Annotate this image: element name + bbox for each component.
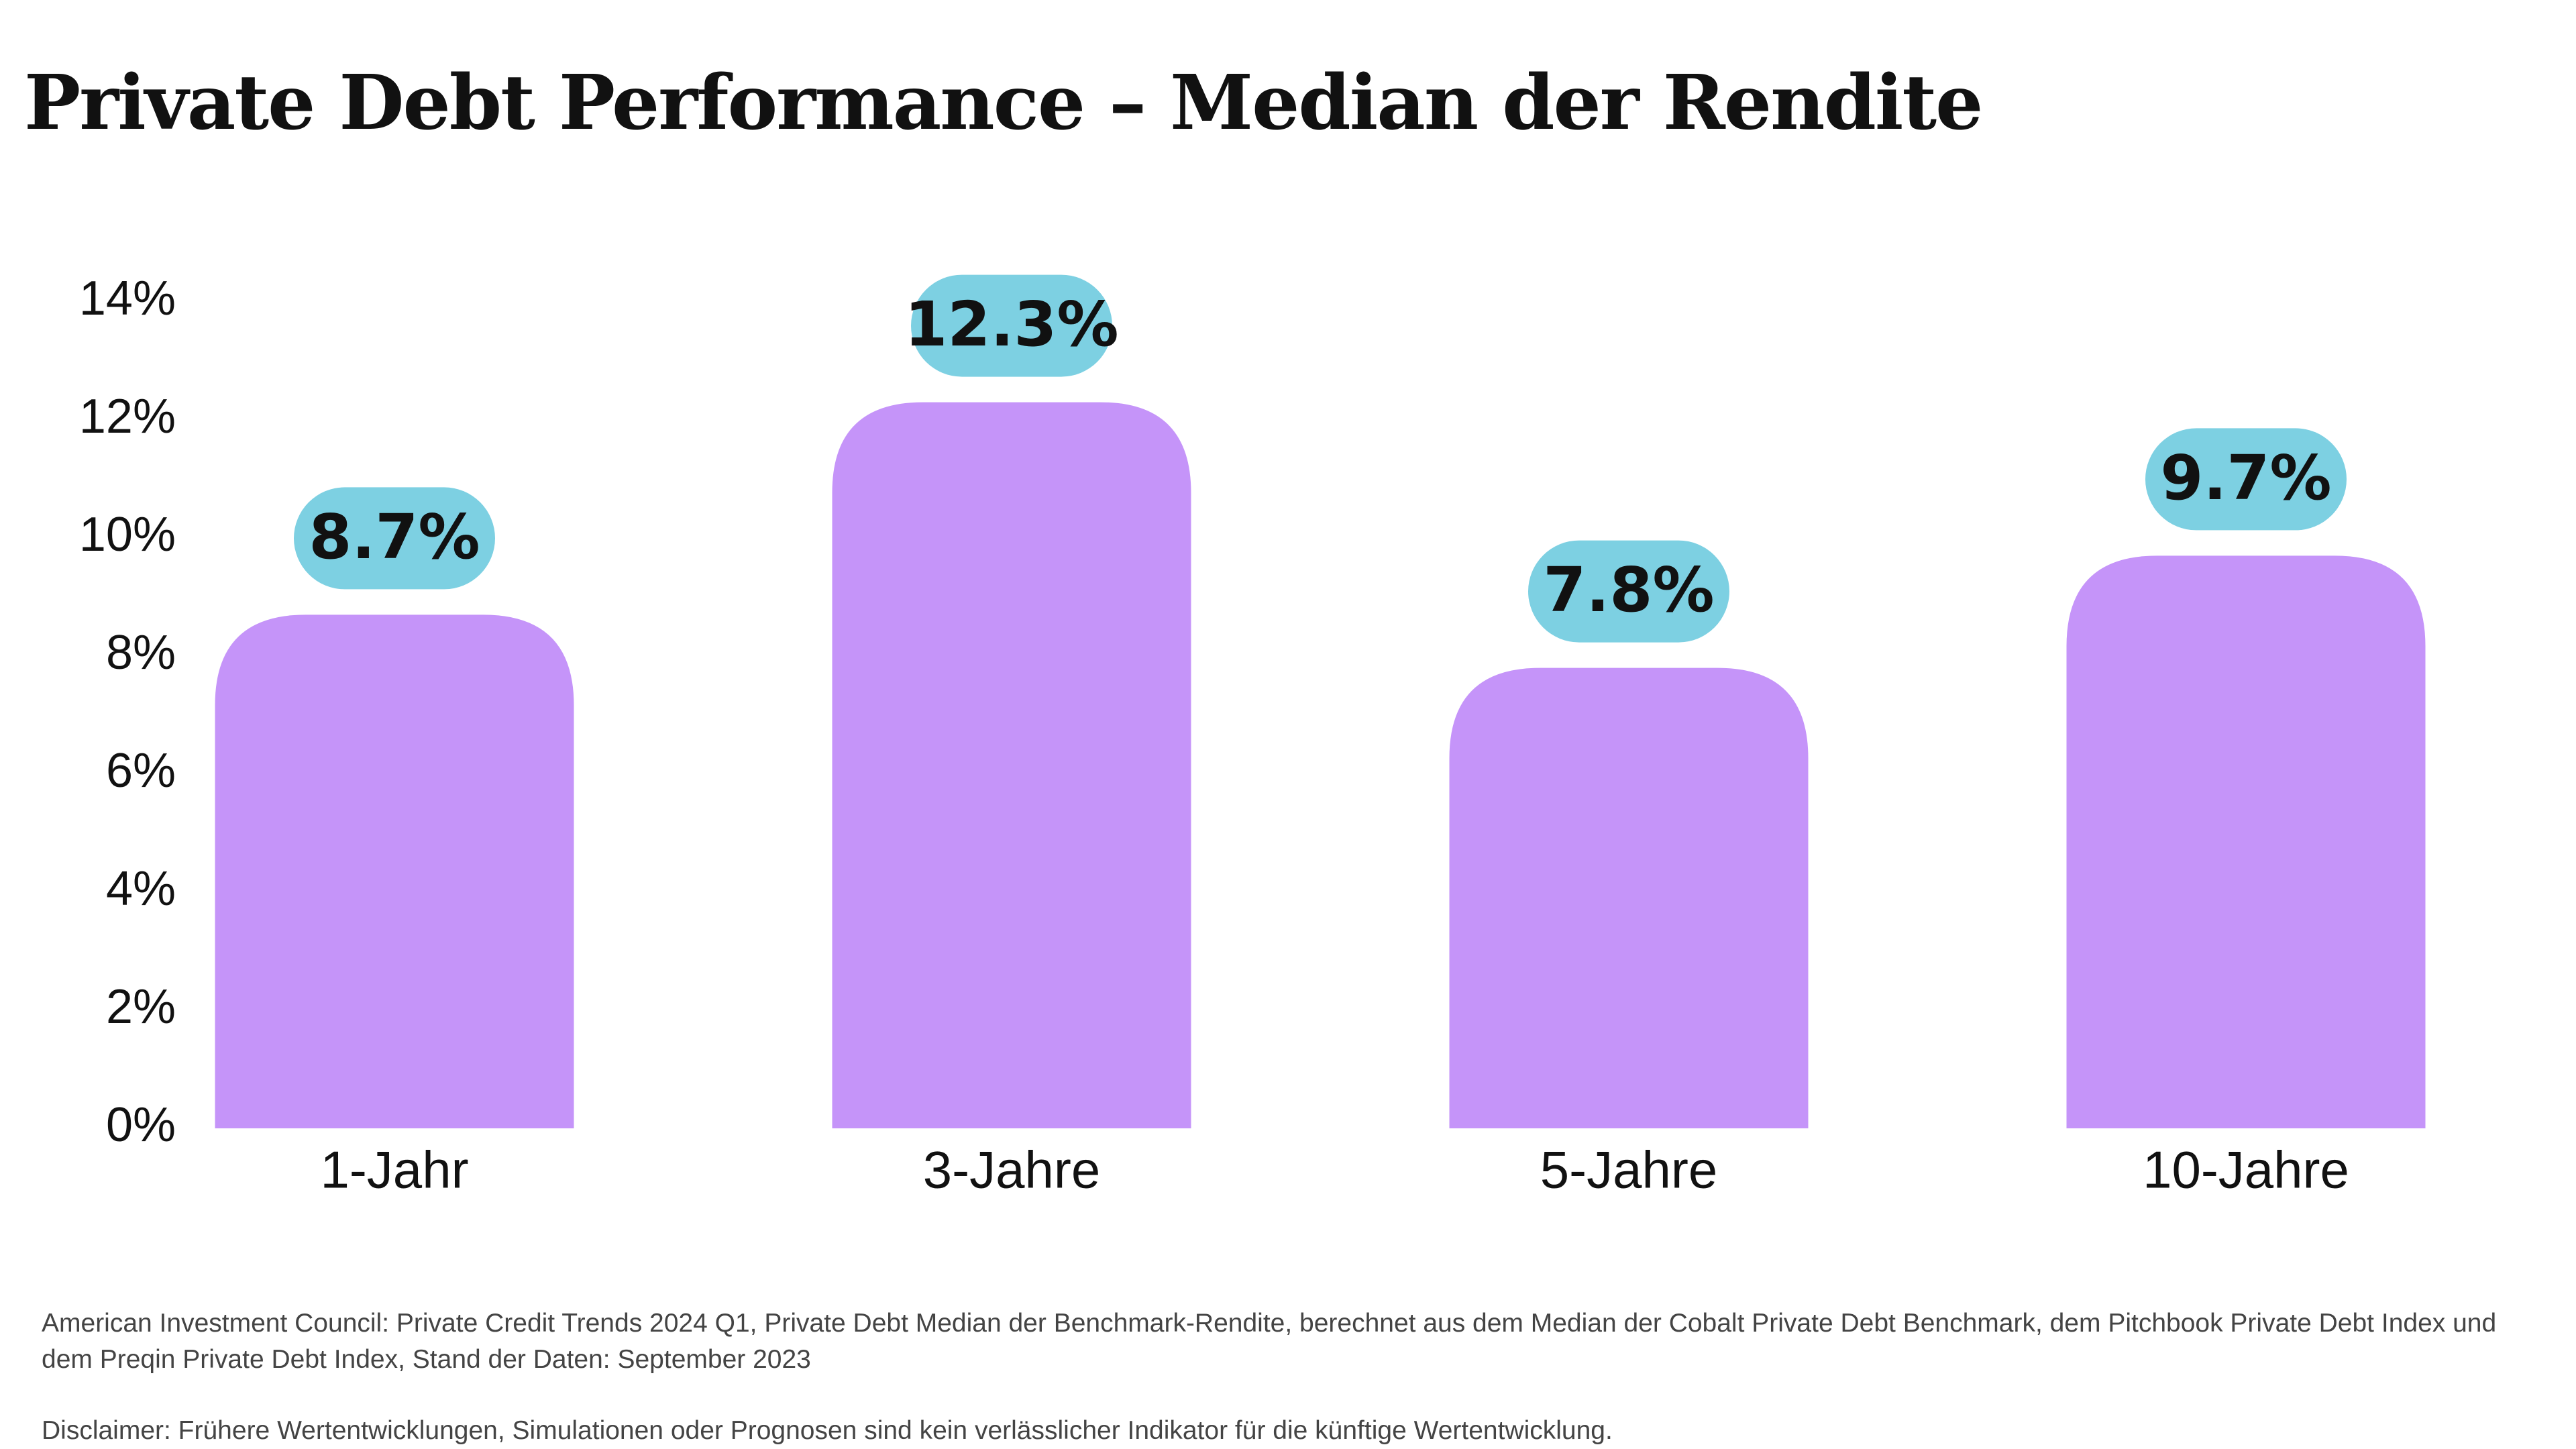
y-tick-label-0: 0%	[106, 1098, 176, 1152]
data-label-1-Jahr: 8.7%	[309, 501, 480, 573]
y-tick-label-6: 6%	[106, 744, 176, 798]
y-tick-label-12: 12%	[79, 390, 176, 443]
data-label-10-Jahre: 9.7%	[2160, 442, 2331, 514]
source-note: American Investment Council: Private Cre…	[42, 1309, 2497, 1374]
data-label-3-Jahre: 12.3%	[904, 288, 1118, 360]
y-tick-label-8: 8%	[106, 626, 176, 680]
chart-title: Private Debt Performance – Median der Re…	[24, 59, 1983, 147]
y-tick-label-14: 14%	[79, 272, 176, 325]
bar-3-Jahre	[832, 402, 1191, 1128]
bar-1-Jahr	[215, 614, 574, 1128]
data-label-bubble-5-Jahre	[1528, 540, 1729, 643]
disclaimer-note: Disclaimer: Frühere Wertentwicklungen, S…	[42, 1416, 1613, 1445]
y-tick-label-10: 10%	[79, 508, 176, 561]
data-label-5-Jahre: 7.8%	[1543, 554, 1714, 626]
bar-10-Jahre	[2066, 555, 2426, 1128]
x-category-label-1-Jahr: 1-Jahr	[320, 1140, 468, 1199]
x-category-label-5-Jahre: 5-Jahre	[1540, 1140, 1717, 1199]
x-category-label-10-Jahre: 10-Jahre	[2143, 1140, 2349, 1199]
y-tick-label-4: 4%	[106, 862, 176, 916]
data-label-bubble-10-Jahre	[2145, 428, 2347, 531]
data-label-bubble-3-Jahre	[911, 274, 1112, 377]
x-category-label-3-Jahre: 3-Jahre	[923, 1140, 1100, 1199]
data-label-bubble-1-Jahr	[294, 487, 495, 590]
bar-5-Jahre	[1449, 667, 1809, 1128]
y-tick-label-2: 2%	[106, 980, 176, 1034]
bar-chart: 0% 2% 4% 6% 8% 10% 12% 14% 8.7% 1-Jahr 12.3% 3-Jahr…	[79, 272, 2426, 1199]
